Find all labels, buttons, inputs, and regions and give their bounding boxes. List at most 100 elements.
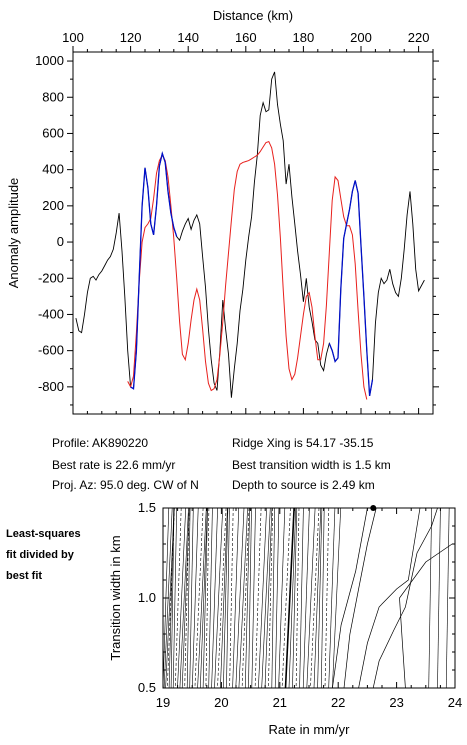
contour-line <box>214 508 223 688</box>
contour-line <box>372 508 438 688</box>
contour-line <box>295 508 300 688</box>
contour-line <box>175 508 182 688</box>
x-tick-label: 20 <box>214 695 228 710</box>
contour-line <box>211 508 218 688</box>
contour-line <box>313 508 322 688</box>
contour-line <box>172 508 177 688</box>
contour-line <box>202 508 208 688</box>
y-tick-label: 800 <box>42 89 64 104</box>
x-tick-label: 22 <box>331 695 345 710</box>
best-fit-marker <box>370 505 377 511</box>
contour-line <box>343 508 377 688</box>
x-tick-label: 23 <box>389 695 403 710</box>
contour-line <box>177 508 186 688</box>
contour-line <box>399 543 453 688</box>
contour-line <box>248 508 252 688</box>
y-tick-label: -200 <box>38 270 64 285</box>
contour-line <box>428 508 432 688</box>
x-tick-label: 21 <box>273 695 287 710</box>
contour-line <box>168 508 174 688</box>
contour-line <box>170 508 175 688</box>
side-note-line: fit divided by <box>6 549 74 561</box>
ridge-crossing-label: Ridge Xing is 54.17 -35.15 <box>232 436 374 450</box>
contour-line <box>358 508 421 688</box>
x-tick-label: 19 <box>156 695 170 710</box>
contour-line <box>189 508 194 688</box>
contour-line <box>332 508 341 688</box>
y-axis-label: Anomaly amplitude <box>6 178 21 289</box>
contour-line <box>220 508 228 688</box>
x-tick-label: 160 <box>235 30 257 45</box>
contour-line <box>274 508 280 688</box>
contour-line <box>281 508 291 688</box>
contour-line <box>181 508 190 688</box>
profile-label: Profile: AK890220 <box>52 436 149 450</box>
contour-line <box>292 508 298 688</box>
contour-line <box>317 508 323 688</box>
x-tick-label: 140 <box>177 30 199 45</box>
x-tick-label: 120 <box>120 30 142 45</box>
contour-line <box>302 508 310 688</box>
observed-series-line <box>75 71 425 398</box>
projection-azimuth-label: Proj. Az: 95.0 deg. CW of N <box>52 478 199 492</box>
contour-line <box>324 508 330 688</box>
contour-line <box>192 508 199 688</box>
side-note-line: Least-squares <box>6 528 81 540</box>
plot-frame <box>72 51 434 415</box>
contour-line <box>194 508 204 688</box>
contour-line <box>271 508 275 688</box>
x-tick-label: 220 <box>408 30 430 45</box>
contour-line <box>278 508 286 688</box>
y-tick-label: 400 <box>42 162 64 177</box>
contour-line <box>261 508 271 688</box>
contour-line <box>205 508 210 688</box>
contour-line <box>200 508 208 688</box>
contour-line <box>223 508 229 688</box>
x-tick-label: 200 <box>350 30 372 45</box>
fit-window-series-line <box>130 150 178 390</box>
contour-line <box>251 508 256 688</box>
contour-line <box>238 508 248 688</box>
contour-line <box>226 508 230 688</box>
y-tick-label: 1000 <box>35 53 64 68</box>
misfit-contour-chart: 19 20 21 22 23 24 Rate in mm/yr 0.5 1.0 1.5 Transi… <box>108 500 462 737</box>
contour-lines-group <box>163 508 453 688</box>
contour-line <box>241 508 250 688</box>
contour-line <box>235 508 245 688</box>
x-axis-label: Distance (km) <box>213 8 293 23</box>
contour-line <box>232 508 239 688</box>
fit-window-series-line <box>328 180 374 397</box>
contour-line <box>332 508 368 688</box>
contour-line <box>310 508 320 688</box>
contour-line <box>264 508 273 688</box>
contour-line <box>321 508 325 688</box>
contour-line <box>258 508 267 688</box>
contour-line <box>445 508 450 688</box>
y-tick-label: 1.0 <box>138 590 156 605</box>
y-tick-label: 0 <box>57 234 64 249</box>
contour-line <box>217 508 227 688</box>
contour-line <box>288 508 297 688</box>
contour-line <box>184 508 190 688</box>
y-tick-label: -800 <box>38 379 64 394</box>
contour-line <box>197 508 207 688</box>
side-note: Least-squares fit divided by best fit <box>6 524 116 587</box>
contour-line <box>437 508 441 688</box>
depth-to-source-label: Depth to source is 2.49 km <box>232 478 375 492</box>
x-axis-label: Rate in mm/yr <box>269 722 351 737</box>
y-tick-label: 600 <box>42 125 64 140</box>
anomaly-profile-chart: 100 120 140 160 180 200 220 Distance (km) -800 -6… <box>6 8 439 415</box>
side-note-line: best fit <box>6 570 43 582</box>
x-tick-label: 180 <box>293 30 315 45</box>
contour-line <box>208 508 213 688</box>
y-tick-label: 0.5 <box>138 680 156 695</box>
best-transition-width-label: Best transition width is 1.5 km <box>232 458 391 472</box>
x-tick-label: 24 <box>448 695 462 710</box>
y-tick-label: 200 <box>42 198 64 213</box>
model-series-line <box>127 140 368 400</box>
contour-line <box>254 508 262 688</box>
contour-line <box>284 508 295 688</box>
best-rate-label: Best rate is 22.6 mm/yr <box>52 458 176 472</box>
y-tick-label: -400 <box>38 306 64 321</box>
